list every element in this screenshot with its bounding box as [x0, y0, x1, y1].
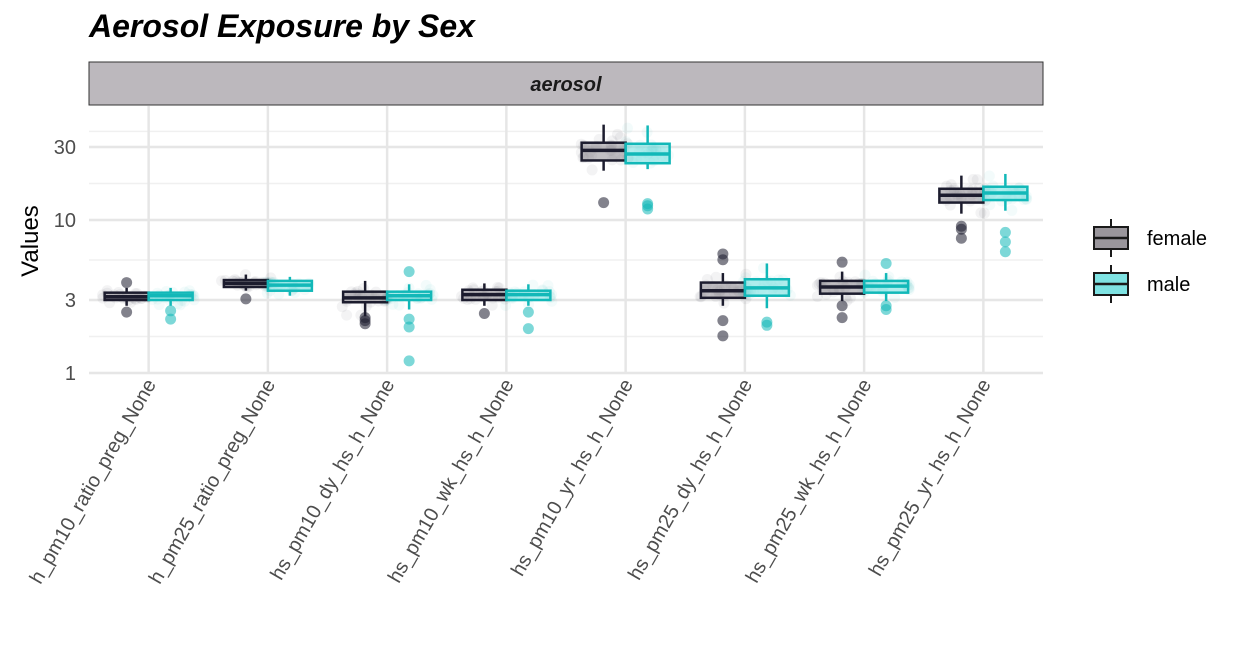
- x-tick-label: hs_pm10_yr_hs_h_None: [507, 376, 638, 581]
- jitter-point: [1006, 204, 1018, 216]
- jitter-point: [978, 207, 990, 219]
- boxes-layer: [103, 124, 1029, 367]
- x-tick-label: h_pm25_ratio_preg_None: [145, 376, 280, 588]
- facet-strip-background: [88, 61, 1044, 106]
- outlier-point: [121, 306, 133, 318]
- jitter-point: [174, 299, 186, 311]
- x-tick-label: hs_pm10_dy_hs_h_None: [266, 376, 399, 584]
- legend-item-male: male: [1093, 265, 1190, 303]
- jitter-point: [153, 299, 165, 311]
- x-tick-label: hs_pm25_dy_hs_h_None: [624, 376, 757, 584]
- outlier-point: [522, 306, 534, 318]
- jitter-point: [486, 299, 498, 311]
- outlier-point: [836, 312, 848, 324]
- outlier-point: [403, 313, 415, 325]
- outlier-point: [359, 312, 371, 324]
- outlier-point: [999, 246, 1011, 258]
- y-tick-label: 1: [65, 363, 76, 385]
- outlier-point: [999, 226, 1011, 238]
- chart-title: Aerosol Exposure by Sex: [89, 8, 475, 44]
- facet-strip-label: aerosol: [530, 74, 602, 96]
- outlier-point: [880, 300, 892, 312]
- x-tick-label: hs_pm25_yr_hs_h_None: [865, 376, 996, 581]
- jitter-point: [420, 279, 432, 291]
- jitter-point: [387, 298, 399, 310]
- jitter-point: [740, 268, 752, 280]
- outlier-point: [403, 266, 415, 278]
- outlier-point: [836, 300, 848, 312]
- jitter-point: [611, 128, 623, 140]
- outlier-point: [999, 236, 1011, 248]
- outlier-point: [522, 323, 534, 335]
- legend-label: male: [1147, 274, 1190, 296]
- outlier-point: [403, 355, 415, 367]
- jitter-point: [586, 164, 598, 176]
- facet-strip: aerosol: [88, 61, 1044, 106]
- legend: female male: [1093, 219, 1207, 303]
- jitter-point: [527, 279, 539, 291]
- jitter-point: [971, 174, 983, 186]
- grid-layer: [89, 106, 1043, 375]
- jitter-point: [945, 179, 957, 191]
- y-axis: 1 3 10 30: [54, 137, 76, 385]
- jitter-point: [859, 269, 871, 281]
- jitter-point: [889, 292, 901, 304]
- y-tick-label: 30: [54, 137, 76, 159]
- jitter-point: [542, 280, 554, 292]
- outlier-point: [717, 315, 729, 327]
- y-tick-label: 10: [54, 210, 76, 232]
- outlier-point: [717, 248, 729, 260]
- outlier-point: [403, 321, 415, 333]
- jitter-point: [336, 301, 348, 313]
- jitter-point: [500, 299, 512, 311]
- outlier-point: [240, 293, 252, 305]
- jitter-point: [984, 199, 996, 211]
- jitter-point: [844, 292, 856, 304]
- outlier-point: [836, 256, 848, 268]
- x-tick-label: h_pm10_ratio_preg_None: [26, 376, 161, 588]
- x-tick-label: hs_pm25_wk_hs_h_None: [742, 376, 877, 587]
- legend-item-female: female: [1093, 219, 1207, 257]
- jitter-point: [393, 299, 405, 311]
- x-axis: h_pm10_ratio_preg_Noneh_pm25_ratio_preg_…: [26, 376, 996, 588]
- outlier-point: [165, 313, 177, 325]
- outlier-point: [955, 220, 967, 232]
- legend-label: female: [1147, 228, 1207, 250]
- outlier-point: [717, 330, 729, 342]
- jitter-point: [975, 207, 987, 219]
- outlier-point: [598, 197, 610, 209]
- outlier-point: [165, 305, 177, 317]
- jitter-point: [710, 271, 722, 283]
- outlier-point: [761, 316, 773, 328]
- outlier-point: [121, 277, 133, 289]
- outlier-point: [642, 198, 654, 210]
- outlier-point: [955, 232, 967, 244]
- jitter-point: [622, 122, 634, 134]
- y-tick-label: 3: [65, 290, 76, 312]
- x-tick-label: hs_pm10_wk_hs_h_None: [384, 376, 519, 587]
- jitter-point: [341, 309, 353, 321]
- jitter-point: [614, 131, 626, 143]
- outlier-point: [478, 307, 490, 319]
- outlier-point: [880, 257, 892, 269]
- y-axis-title: Values: [17, 205, 44, 277]
- jitter-point: [983, 170, 995, 182]
- jitter-point: [967, 173, 979, 185]
